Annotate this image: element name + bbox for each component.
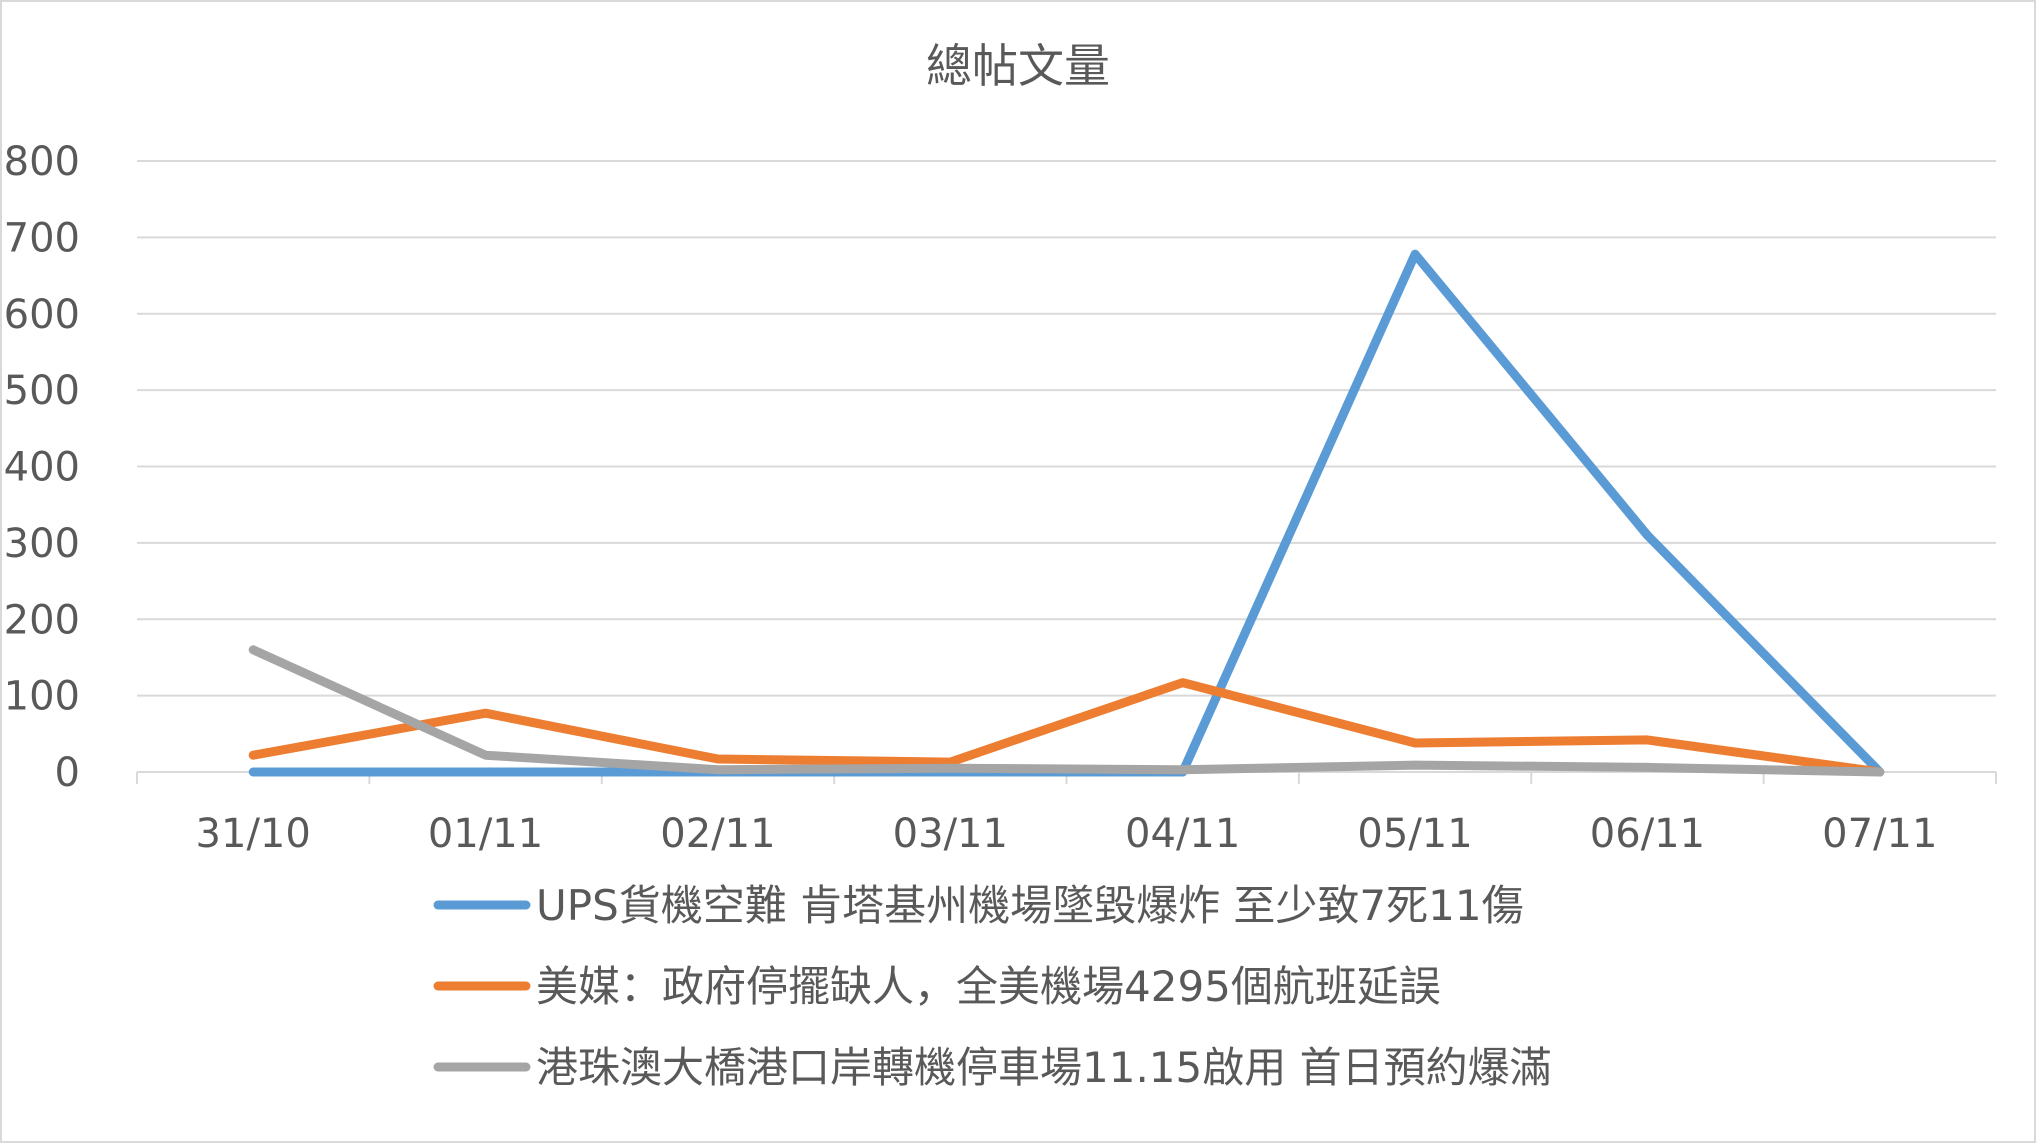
legend-label: 美媒：政府停擺缺人，全美機場4295個航班延誤 <box>536 962 1441 1011</box>
y-tick-label: 700 <box>4 215 80 261</box>
x-tick-label: 05/11 <box>1357 811 1472 857</box>
y-tick-label: 300 <box>4 521 80 567</box>
x-tick-label: 06/11 <box>1590 811 1705 857</box>
y-axis-tick-labels: 0 100 200 300 400 500 600 700 800 <box>4 139 80 796</box>
series-line-1 <box>248 249 1885 777</box>
legend-label: 港珠澳大橋港口岸轉機停車場11.15啟用 首日預約爆滿 <box>536 1043 1552 1092</box>
series-lines <box>248 249 1885 777</box>
x-tick-label: 03/11 <box>893 811 1008 857</box>
chart-title: 總帖文量 <box>926 39 1110 93</box>
y-tick-label: 200 <box>4 597 80 643</box>
y-tick-label: 800 <box>4 139 80 185</box>
x-axis-tick-labels: 31/10 01/11 02/11 03/11 04/11 05/11 06/11 07/11 <box>196 811 1938 857</box>
x-tick-label: 07/11 <box>1822 811 1937 857</box>
x-tick-label: 31/10 <box>196 811 311 857</box>
gridlines <box>137 160 1996 697</box>
x-tick-label: 01/11 <box>428 811 543 857</box>
legend-label: UPS貨機空難 肯塔基州機場墜毀爆炸 至少致7死11傷 <box>536 881 1524 930</box>
legend: UPS貨機空難 肯塔基州機場墜毀爆炸 至少致7死11傷美媒：政府停擺缺人，全美機… <box>433 881 1552 1092</box>
y-tick-label: 0 <box>55 750 80 796</box>
y-tick-label: 600 <box>4 292 80 338</box>
series-line-2 <box>248 678 1885 777</box>
y-tick-label: 400 <box>4 445 80 491</box>
y-tick-label: 100 <box>4 674 80 720</box>
y-tick-label: 500 <box>4 368 80 414</box>
x-tick-label: 04/11 <box>1125 811 1240 857</box>
x-tick-label: 02/11 <box>660 811 775 857</box>
series-line-3 <box>248 645 1885 777</box>
